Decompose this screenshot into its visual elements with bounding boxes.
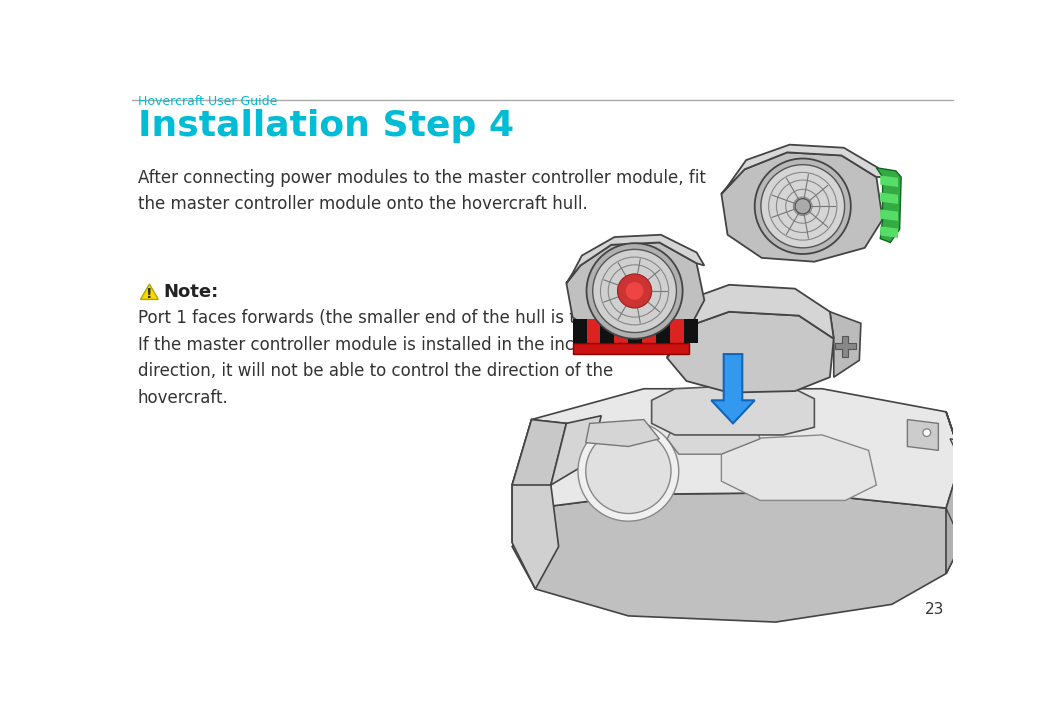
Polygon shape: [667, 285, 833, 358]
Polygon shape: [628, 319, 643, 343]
Polygon shape: [667, 419, 760, 454]
Polygon shape: [834, 336, 857, 357]
Polygon shape: [946, 508, 962, 574]
Polygon shape: [667, 312, 833, 393]
Circle shape: [922, 429, 931, 436]
Polygon shape: [880, 209, 898, 221]
Text: Note:: Note:: [163, 283, 218, 301]
Polygon shape: [573, 319, 688, 343]
Circle shape: [755, 159, 850, 254]
Polygon shape: [880, 176, 898, 187]
Polygon shape: [950, 439, 977, 474]
Circle shape: [761, 165, 845, 248]
Polygon shape: [567, 235, 704, 283]
Polygon shape: [141, 284, 159, 300]
Circle shape: [586, 429, 671, 513]
Polygon shape: [946, 412, 962, 574]
Polygon shape: [651, 384, 814, 435]
Polygon shape: [573, 319, 587, 343]
Polygon shape: [721, 435, 877, 501]
Polygon shape: [684, 319, 698, 343]
Polygon shape: [513, 388, 962, 543]
Polygon shape: [551, 416, 602, 485]
Polygon shape: [513, 419, 567, 589]
Polygon shape: [586, 419, 660, 446]
Circle shape: [795, 199, 810, 214]
Text: Hovercraft User Guide: Hovercraft User Guide: [138, 94, 277, 108]
Polygon shape: [721, 145, 884, 194]
Polygon shape: [877, 168, 901, 243]
Circle shape: [617, 274, 651, 308]
Text: Installation Step 4: Installation Step 4: [138, 109, 514, 143]
Polygon shape: [657, 319, 670, 343]
Polygon shape: [600, 319, 614, 343]
Polygon shape: [567, 243, 704, 343]
Circle shape: [627, 283, 643, 299]
Circle shape: [578, 421, 679, 521]
Polygon shape: [513, 419, 567, 485]
Polygon shape: [573, 343, 688, 354]
Text: Port 1 faces forwards (the smaller end of the hull is the bow)
If the master con: Port 1 faces forwards (the smaller end o…: [138, 309, 643, 407]
Circle shape: [625, 282, 644, 300]
Polygon shape: [880, 192, 898, 204]
Polygon shape: [721, 152, 882, 262]
Polygon shape: [908, 419, 938, 450]
Polygon shape: [513, 493, 962, 622]
Text: !: !: [146, 287, 152, 301]
Polygon shape: [712, 354, 755, 424]
Text: After connecting power modules to the master controller module, fit
the master c: After connecting power modules to the ma…: [138, 169, 705, 213]
Circle shape: [587, 243, 683, 338]
Polygon shape: [880, 226, 898, 238]
Circle shape: [593, 250, 677, 333]
Polygon shape: [830, 312, 861, 377]
Text: 23: 23: [925, 603, 944, 618]
